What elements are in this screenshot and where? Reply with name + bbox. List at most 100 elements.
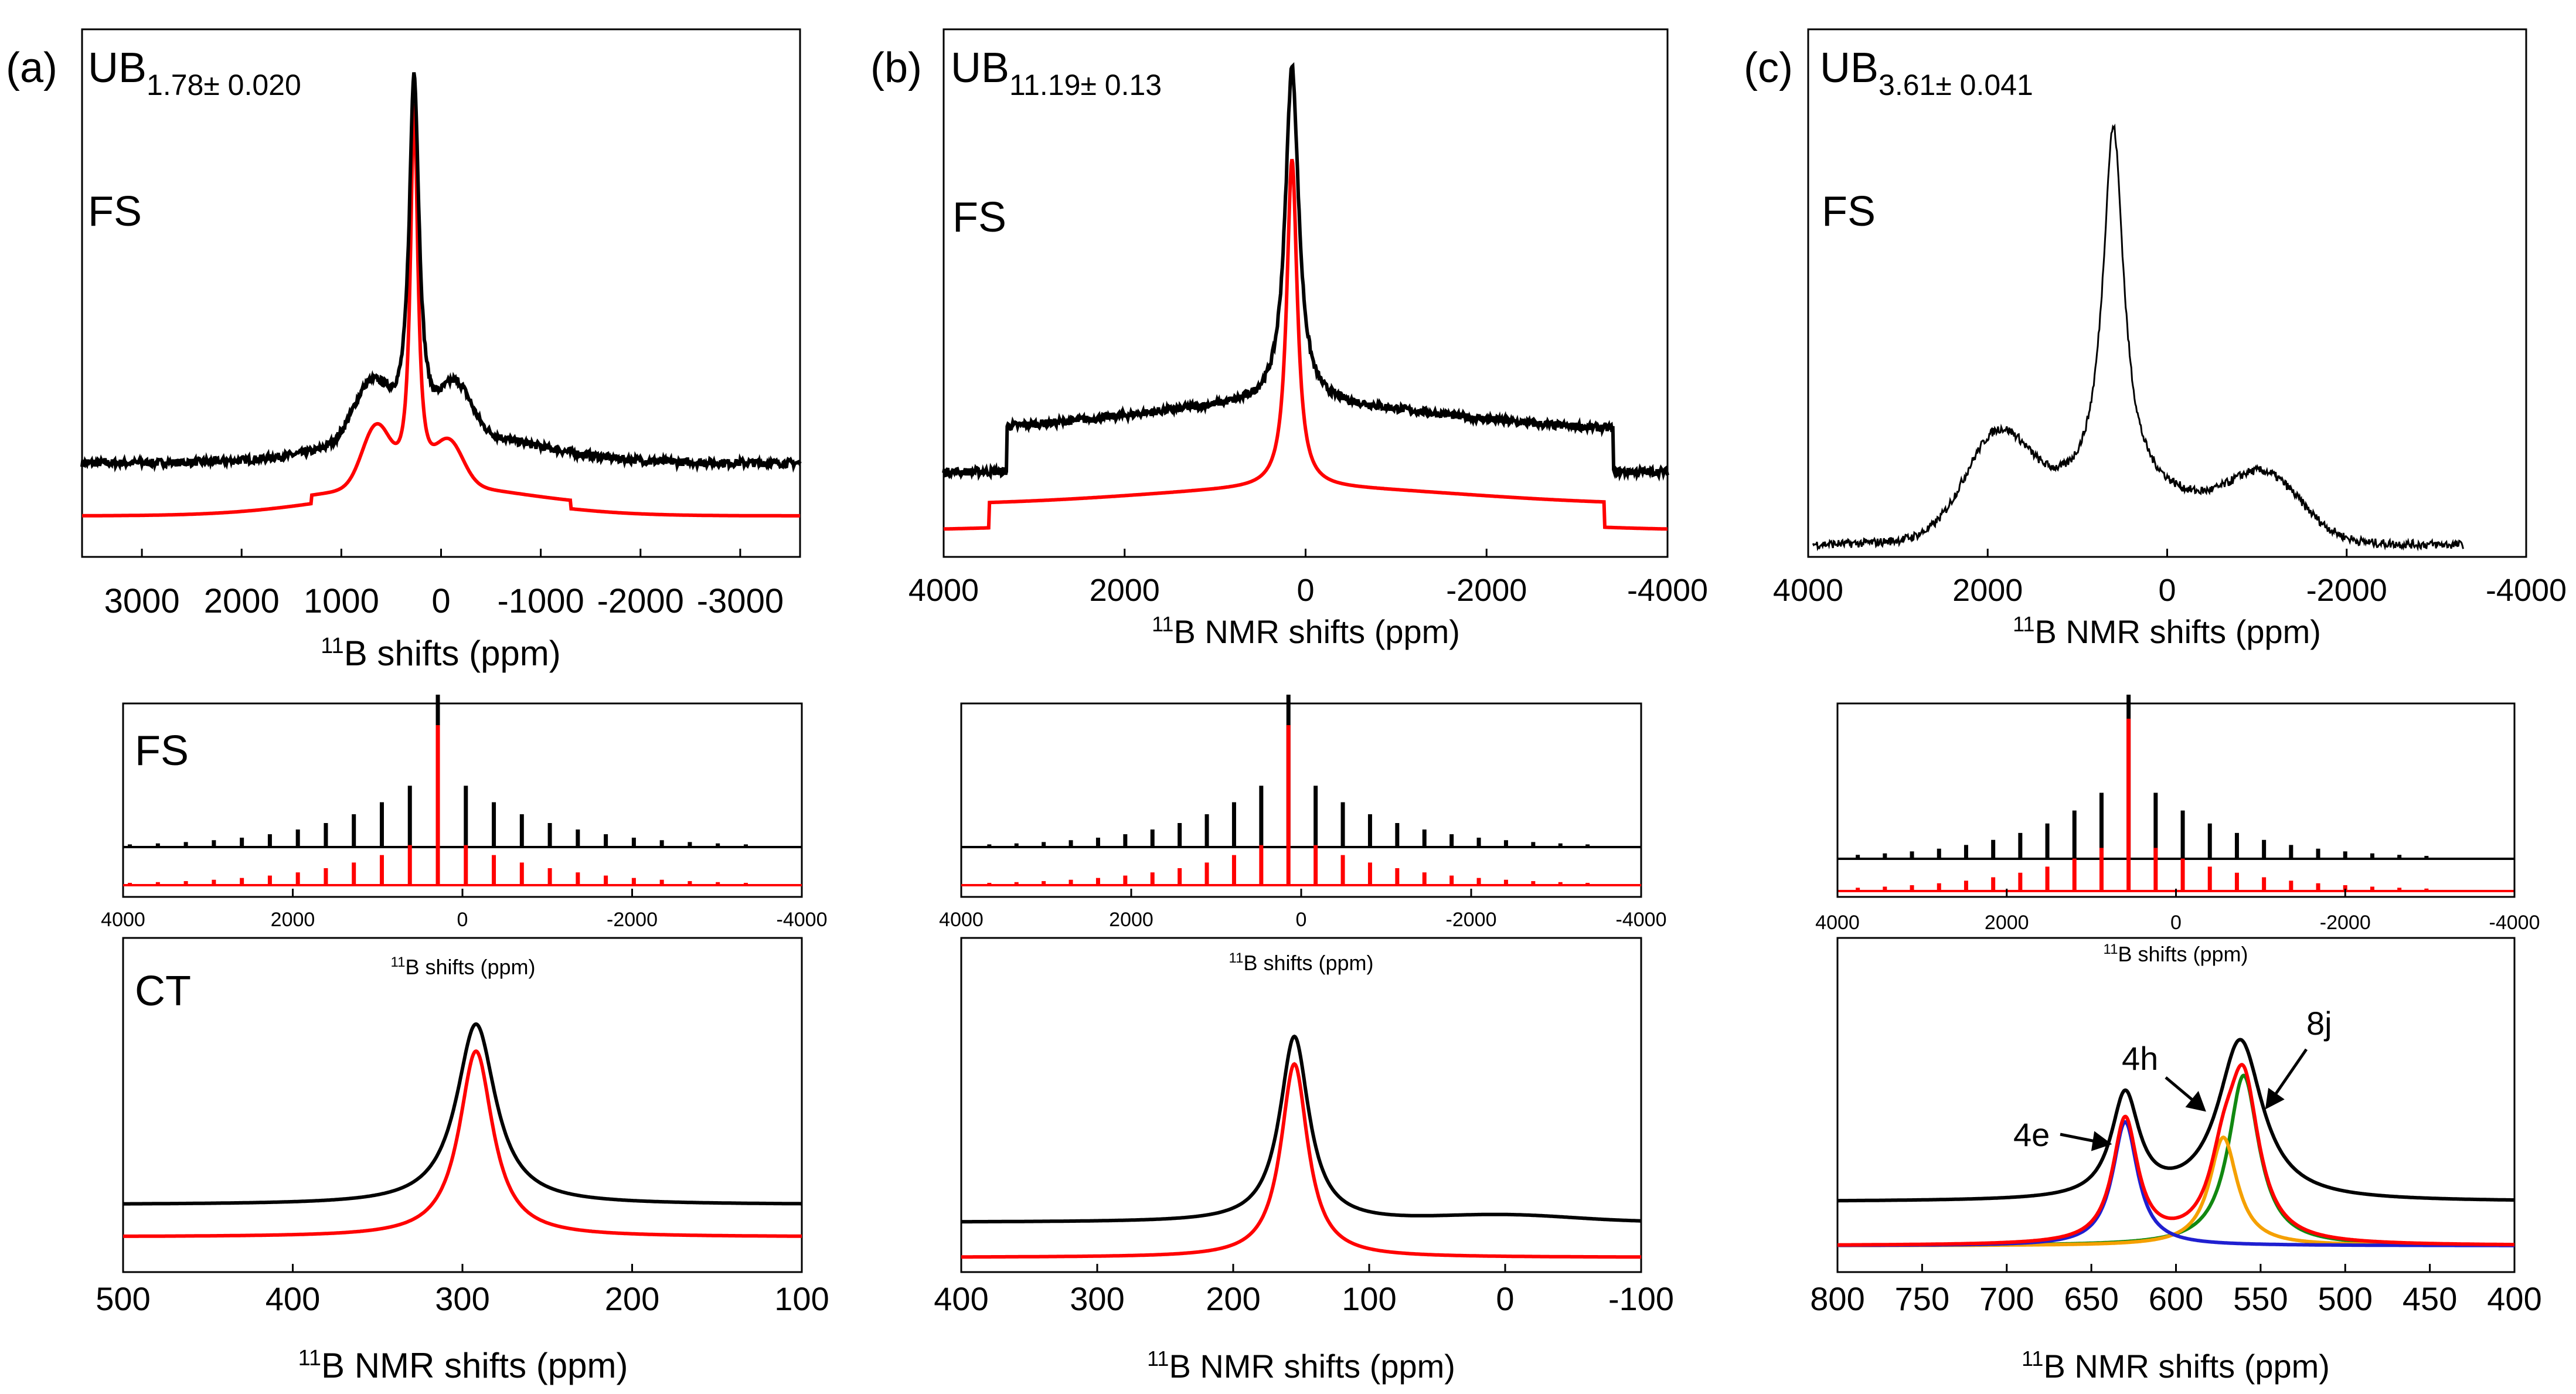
xtick-label-c-bottom-5: 550 [2233, 1280, 2288, 1317]
xtick-label-b-mid-4: -4000 [1616, 909, 1667, 931]
xaxis-label-a-mid: 11B shifts (ppm) [391, 954, 536, 980]
panel-a-mid-label: FS [135, 727, 189, 774]
panel-c-letter: (c) [1744, 45, 1793, 91]
xaxis-label-c-bottom: 11B NMR shifts (ppm) [2022, 1347, 2330, 1385]
plot-c-mid: 4000 2000 0 -2000 -4000 [1815, 695, 2540, 934]
xtick-label-b-top-2: 0 [1296, 573, 1314, 608]
series-b-top-simulation [943, 159, 1668, 531]
panel-c-formula-main: UB [1820, 45, 1879, 91]
plot-a-bottom: 500 400 300 200 100 [96, 1022, 829, 1317]
annotation-4h: 4h [2122, 1040, 2158, 1077]
panel-a-formula-sub: 1.78± 0.020 [147, 69, 301, 101]
xtick-label-a-mid-2: 0 [457, 909, 468, 931]
plot-c-bottom: 800 750 700 650 600 550 500 450 400 [1810, 1038, 2542, 1317]
plot-b-mid: 4000 2000 0 -2000 -4000 [939, 695, 1666, 931]
xtick-label-c-bottom-0: 800 [1810, 1280, 1864, 1317]
xtick-label-b-top-4: -4000 [1627, 573, 1708, 608]
xtick-label-b-bottom-5: -100 [1608, 1280, 1674, 1317]
xtick-label-b-mid-2: 0 [1296, 909, 1307, 931]
annotation-arrows [2060, 1048, 2308, 1151]
xtick-label-c-bottom-3: 650 [2064, 1280, 2118, 1317]
series-c-bottom-4e [1837, 1120, 2514, 1247]
xtick-label-c-bottom-4: 600 [2149, 1280, 2203, 1317]
plot-a-mid: 4000 2000 0 -2000 -4000 [101, 695, 827, 931]
annotation-8j: 8j [2306, 1005, 2332, 1042]
xaxis-label-b-mid-text: B shifts (ppm) [1243, 951, 1373, 975]
xtick-label-a-bottom-4: 100 [774, 1280, 829, 1317]
xaxis-label-c-mid: 11B shifts (ppm) [2104, 941, 2248, 967]
xaxis-label-c-mid-text: B shifts (ppm) [2118, 942, 2248, 966]
plot-c-top: 4000 2000 0 -2000 -4000 [1773, 123, 2567, 608]
series-a-top-experiment [80, 72, 802, 473]
annotation-4e: 4e [2013, 1116, 2050, 1153]
series-c-top-experiment [1812, 123, 2464, 552]
xaxis-label-b-top: 11B NMR shifts (ppm) [1152, 612, 1460, 651]
panel-b-formula-sub: 11.19± 0.13 [1009, 69, 1162, 101]
xtick-label-a-bottom-0: 500 [96, 1280, 150, 1317]
xtick-label-c-mid-0: 4000 [1815, 912, 1860, 934]
xtick-label-a-top-2: 1000 [304, 582, 379, 620]
xaxis-label-c-bottom-text: B NMR shifts (ppm) [2043, 1348, 2330, 1385]
xtick-label-c-mid-2: 0 [2170, 912, 2182, 934]
xtick-label-a-mid-4: -4000 [777, 909, 828, 931]
series-c-bottom-8j [1837, 1073, 2514, 1247]
series-a-bottom-simulation [123, 1049, 802, 1238]
arrow-8j-shaft [2272, 1048, 2308, 1097]
xtick-label-c-bottom-6: 500 [2318, 1280, 2373, 1317]
panel-a-formula: UB1.78± 0.020 [88, 45, 301, 101]
panel-a-top-label: FS [88, 188, 142, 235]
xaxis-label-a-bottom: 11B NMR shifts (ppm) [298, 1346, 628, 1385]
xtick-label-b-top-0: 4000 [908, 573, 979, 608]
panel-b: (b) UB11.19± 0.13 FS 4000 2000 0 -2000 -4000… [870, 28, 1708, 1385]
panel-b-formula: UB11.19± 0.13 [951, 45, 1162, 101]
panel-c-formula: UB3.61± 0.041 [1820, 45, 2033, 101]
xtick-label-a-bottom-3: 200 [605, 1280, 659, 1317]
panel-a-bottom-label: CT [135, 968, 191, 1015]
series-b-bottom-simulation [961, 1062, 1641, 1259]
panel-c-formula-sub: 3.61± 0.041 [1879, 69, 2033, 101]
xtick-label-c-bottom-2: 700 [1979, 1280, 2034, 1317]
xtick-label-a-top-6: -3000 [697, 582, 784, 620]
series-c-bottom-simulation [1837, 1063, 2514, 1247]
xtick-label-a-top-1: 2000 [204, 582, 280, 620]
xtick-label-b-top-1: 2000 [1090, 573, 1160, 608]
plot-b-top: 4000 2000 0 -2000 -4000 [908, 62, 1708, 608]
panel-a: (a) UB1.78± 0.020 FS 3000 2000 1000 0 -1000-… [6, 28, 829, 1385]
xtick-label-b-mid-1: 2000 [1109, 909, 1153, 931]
plot-a-top: 3000 2000 1000 0 -1000 -2000 -3000 [80, 72, 802, 620]
xtick-label-a-mid-3: -2000 [607, 909, 658, 931]
xtick-label-a-mid-0: 4000 [101, 909, 145, 931]
xtick-label-a-bottom-2: 300 [435, 1280, 489, 1317]
xtick-label-b-top-3: -2000 [1446, 573, 1527, 608]
xtick-label-b-bottom-1: 300 [1070, 1280, 1124, 1317]
xtick-label-b-mid-3: -2000 [1446, 909, 1497, 931]
xtick-label-b-bottom-0: 400 [934, 1280, 988, 1317]
panel-b-letter: (b) [870, 45, 922, 91]
xtick-label-a-mid-1: 2000 [271, 909, 315, 931]
arrow-4e-shaft [2060, 1133, 2099, 1144]
series-c-bottom-experiment [1837, 1038, 2514, 1203]
xtick-label-c-top-0: 4000 [1773, 573, 1843, 608]
plot-frame-a-top [81, 28, 801, 558]
plot-frame-c-mid [1836, 702, 2516, 898]
panel-a-formula-main: UB [88, 45, 147, 91]
xtick-label-a-top-3: 0 [431, 582, 450, 620]
plot-frame-b-mid [960, 702, 1642, 898]
xaxis-label-b-top-text: B NMR shifts (ppm) [1173, 613, 1460, 650]
series-b-top-experiment [942, 62, 1669, 482]
xaxis-label-b-bottom: 11B NMR shifts (ppm) [1147, 1347, 1455, 1385]
xaxis-label-b-mid: 11B shifts (ppm) [1229, 950, 1374, 975]
panel-a-letter: (a) [6, 45, 57, 91]
plot-frame-c-bottom [1836, 937, 2516, 1273]
xtick-label-b-mid-0: 4000 [939, 909, 984, 931]
xtick-label-c-mid-4: -4000 [2489, 912, 2540, 934]
series-c-bottom-4h [1837, 1135, 2514, 1247]
xaxis-label-c-top: 11B NMR shifts (ppm) [2013, 612, 2321, 651]
xtick-label-a-top-5: -2000 [597, 582, 684, 620]
xtick-label-a-top-4: -1000 [497, 582, 584, 620]
xtick-label-c-bottom-8: 400 [2487, 1280, 2541, 1317]
xtick-label-c-bottom-7: 450 [2403, 1280, 2457, 1317]
series-a-bottom-experiment [123, 1022, 802, 1206]
xtick-label-c-mid-3: -2000 [2320, 912, 2371, 934]
